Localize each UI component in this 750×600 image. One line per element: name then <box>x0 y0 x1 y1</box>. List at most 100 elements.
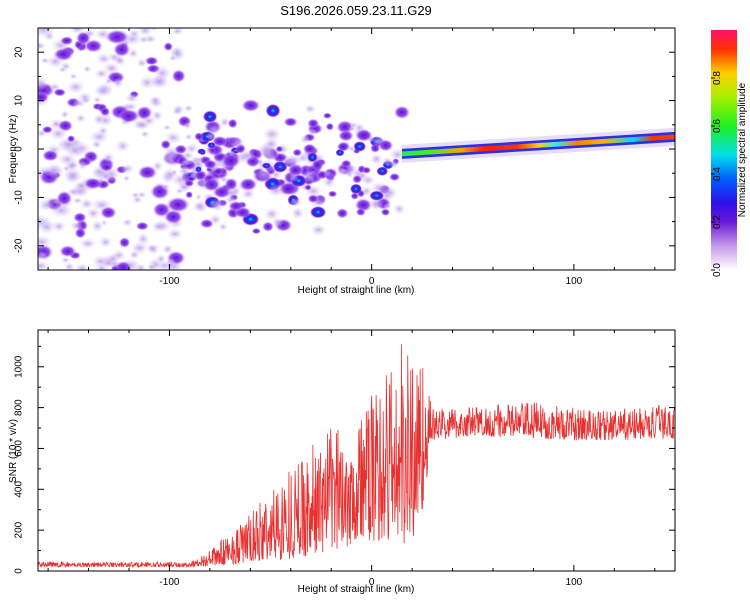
heatmap-speckle <box>180 158 193 166</box>
snr-x-label: Height of straight line (km) <box>298 584 415 595</box>
heatmap-speckle <box>310 223 327 236</box>
heatmap-speckle <box>322 112 332 119</box>
heatmap-speckle <box>350 192 359 200</box>
colorbar-scale <box>711 30 737 270</box>
heatmap-speckle <box>59 36 74 46</box>
heatmap-speckle <box>262 221 274 232</box>
heatmap-speckle <box>92 113 105 125</box>
heatmap-speckle <box>383 202 392 210</box>
heatmap-speckle <box>136 232 150 246</box>
heatmap-speckle <box>221 154 241 169</box>
heatmap-speckle <box>258 145 272 157</box>
heatmap-speckle <box>336 141 351 152</box>
heatmap-speckle <box>53 88 67 97</box>
heatmap-speckle <box>208 198 226 213</box>
heatmap-speckle <box>140 130 150 138</box>
heatmap-speckle <box>393 203 406 215</box>
heatmap-speckle <box>59 245 77 258</box>
heatmap-speckle <box>194 132 204 141</box>
heatmap-speckle <box>122 175 131 182</box>
heatmap-ytick-label: 20 <box>14 46 25 58</box>
heatmap-speckle <box>338 130 354 142</box>
heatmap-speckle <box>104 77 113 85</box>
heatmap-speckle <box>160 139 172 150</box>
heatmap-speckle <box>149 95 161 104</box>
heatmap-speckle <box>100 171 113 182</box>
heatmap-speckle <box>118 237 131 248</box>
heatmap-speckle <box>349 121 358 129</box>
heatmap-ytick-label: 10 <box>14 95 25 107</box>
heatmap-speckle <box>271 216 284 228</box>
snr-xtick-label: 100 <box>566 577 583 588</box>
heatmap-speckle <box>94 68 110 79</box>
heatmap-speckle <box>275 145 284 153</box>
heatmap-speckle <box>120 163 135 174</box>
colorbar-tick-label: 0.6 <box>712 119 723 133</box>
heatmap-speckle <box>93 96 102 104</box>
heatmap-speckle <box>307 128 317 137</box>
heatmap-speckle <box>195 193 202 201</box>
heatmap-speckle <box>184 133 193 141</box>
heatmap-speckle <box>121 218 133 227</box>
heatmap-speckle <box>202 177 221 192</box>
heatmap-line-core <box>402 134 675 157</box>
heatmap-speckle <box>307 194 319 204</box>
heatmap-speckle <box>266 183 286 198</box>
heatmap-speckle <box>289 198 303 207</box>
heatmap-speckle <box>49 202 73 219</box>
heatmap-speckle <box>256 168 270 181</box>
heatmap-speckle <box>307 118 320 129</box>
heatmap-speckle <box>349 183 363 195</box>
heatmap-speckle <box>290 206 305 220</box>
heatmap-speckle <box>169 54 177 62</box>
chart-title: S196.2026.059.23.11.G29 <box>280 3 432 18</box>
colorbar-label: Normalized spectral amplitude <box>737 82 748 217</box>
colorbar-tick-label: 0.8 <box>712 71 723 85</box>
heatmap-speckle <box>309 206 327 219</box>
heatmap-speckle <box>88 129 110 144</box>
heatmap-speckle <box>146 243 160 256</box>
heatmap-speckle <box>184 179 195 187</box>
heatmap-ytick-label: -10 <box>14 190 25 205</box>
heatmap-speckle <box>163 42 174 52</box>
heatmap-speckle <box>218 222 228 232</box>
heatmap-speckle <box>137 28 154 37</box>
heatmap-speckle <box>202 110 218 123</box>
heatmap-speckle <box>38 28 56 38</box>
heatmap-speckle <box>327 190 338 198</box>
heatmap-speckle <box>282 155 297 166</box>
heatmap-speckle <box>355 208 366 217</box>
heatmap-speckle <box>38 76 49 91</box>
heatmap-speckle <box>381 156 394 166</box>
colorbar: 0.0 0.2 0.4 0.6 0.8 Normalized spectral ampl… <box>711 30 748 277</box>
heatmap-speckle <box>113 42 131 58</box>
heatmap-y-label: Frequency (Hz) <box>8 115 19 184</box>
heatmap-speckle <box>46 54 65 69</box>
heatmap-speckle <box>380 208 391 216</box>
heatmap-speckle <box>340 168 349 176</box>
heatmap-xtick-label: 0 <box>369 276 375 287</box>
heatmap-speckle <box>135 263 147 270</box>
heatmap-speckle <box>376 166 389 176</box>
heatmap-speckle <box>99 106 111 116</box>
heatmap-image <box>38 28 675 270</box>
heatmap-speckle <box>115 260 132 270</box>
heatmap-xtick-label: 100 <box>566 276 583 287</box>
heatmap-speckle <box>193 156 204 164</box>
heatmap-speckle <box>203 159 217 170</box>
heatmap-speckle <box>115 139 131 153</box>
heatmap-speckle <box>38 260 50 270</box>
heatmap-speckle <box>311 159 324 172</box>
heatmap-speckle <box>227 118 238 129</box>
heatmap-speckle <box>85 207 101 220</box>
snr-xtick-label: 0 <box>369 577 375 588</box>
heatmap-speckle <box>71 98 86 108</box>
heatmap-speckle <box>251 227 262 235</box>
snr-ytick-label: 200 <box>14 521 25 538</box>
heatmap-speckle <box>66 187 81 197</box>
heatmap-speckle <box>105 29 130 45</box>
heatmap-speckle <box>38 235 53 249</box>
heatmap-speckle <box>336 208 349 219</box>
